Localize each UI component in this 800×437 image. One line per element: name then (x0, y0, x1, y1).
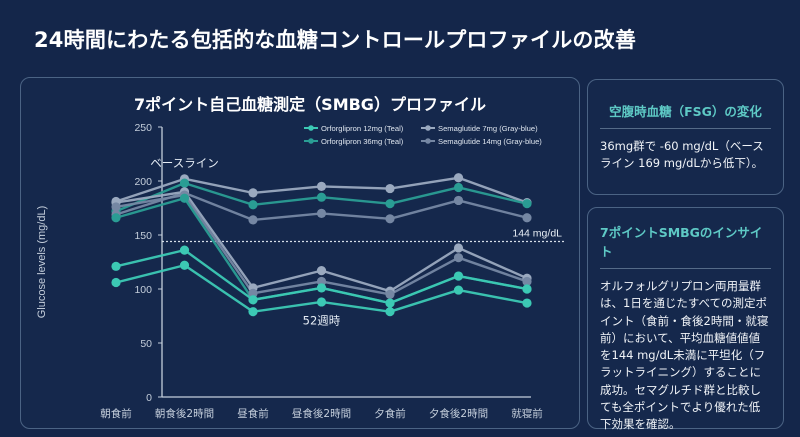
fsg-card-title: 空腹時血糖（FSG）の変化 (600, 80, 771, 129)
data-point (179, 260, 190, 270)
legend-swatch-marker (425, 138, 431, 144)
fsg-change-card: 空腹時血糖（FSG）の変化 36mg群で -60 mg/dL（ベースライン 16… (587, 79, 784, 195)
insight-card-title: 7ポイントSMBGのインサイト (600, 208, 771, 269)
smbg-chart-card: 7ポイント自己血糖測定（SMBG）プロファイル 0 50 100 150 200 250 G… (20, 77, 580, 429)
page-title: 24時間にわたる包括的な血糖コントロールプロファイルの改善 (34, 28, 637, 52)
data-point (248, 307, 258, 317)
data-point (248, 188, 258, 198)
data-point (385, 307, 395, 317)
legend-label: Orforglipron 36mg (Teal) (321, 137, 404, 146)
series-points (111, 173, 532, 317)
chart-annotation: 52週時 (303, 314, 341, 328)
y-tick-label: 150 (134, 230, 152, 242)
data-point (316, 276, 327, 287)
legend-label: Orforglipron 12mg (Teal) (321, 124, 404, 133)
data-point (316, 297, 327, 307)
chart-annotation: ベースライン (150, 156, 218, 170)
data-point (522, 213, 532, 223)
data-point (179, 193, 190, 203)
x-tick-label: 朝食後2時間 (155, 407, 214, 420)
data-point (111, 202, 121, 212)
chart-title: 7ポイント自己血糖測定（SMBG）プロファイル (134, 95, 486, 114)
x-tick-label: 就寝前 (511, 407, 543, 420)
y-axis-title: Glucose levels (mg/dL) (36, 206, 48, 319)
y-tick-label: 250 (134, 122, 152, 134)
x-tick-label: 昼食前 (237, 407, 269, 420)
data-point (522, 284, 532, 294)
data-point (453, 195, 464, 206)
data-point (385, 214, 395, 224)
legend-label: Semaglutide 14mg (Gray-blue) (438, 137, 542, 146)
data-point (453, 173, 464, 183)
data-point (453, 243, 464, 253)
data-point (316, 192, 327, 202)
y-tick-label: 50 (140, 338, 152, 350)
data-point (385, 289, 395, 299)
data-point (316, 283, 327, 293)
data-point (522, 276, 532, 287)
data-point (179, 245, 190, 255)
reference-line-group: 144 mg/dL (162, 227, 566, 243)
data-point (179, 178, 190, 188)
data-point (385, 183, 395, 194)
reference-line-label: 144 mg/dL (512, 227, 562, 239)
x-tick-label: 朝食前 (100, 407, 132, 420)
fsg-card-text: 36mg群で -60 mg/dL（ベースライン 169 mg/dLから低下）。 (600, 139, 764, 170)
x-tick-label: 夕食後2時間 (429, 407, 488, 420)
data-point (248, 288, 258, 298)
data-point (316, 266, 327, 276)
smbg-line-chart: 0 50 100 150 200 250 Glucose levels (mg/dL) 朝食前… (36, 122, 566, 420)
y-tick-label: 0 (146, 392, 152, 404)
legend-swatch-marker (308, 125, 314, 131)
data-point (111, 277, 121, 288)
series-line (115, 248, 528, 305)
insight-card-text: オルフォルグリプロン両用量群は、1日を通じたすべての測定ポイント（食前・食後2時… (600, 279, 769, 432)
legend-swatch-marker (425, 125, 431, 131)
data-point (111, 213, 121, 223)
data-point (385, 298, 395, 308)
data-point (385, 199, 395, 209)
data-point (316, 208, 327, 218)
y-tick-label: 200 (134, 176, 152, 188)
data-point (316, 181, 327, 191)
y-tick-label: 100 (134, 284, 152, 296)
data-point (453, 253, 464, 263)
data-point (522, 298, 532, 308)
x-tick-label: 夕食前 (374, 407, 406, 420)
data-point (453, 182, 464, 193)
x-tick-label: 昼食後2時間 (292, 407, 351, 420)
data-point (453, 271, 464, 281)
data-point (111, 261, 121, 271)
data-point (248, 200, 258, 210)
smbg-insight-card: 7ポイントSMBGのインサイト オルフォルグリプロン両用量群は、1日を通じたすべ… (587, 207, 784, 431)
chart-annotations: ベースライン 52週時 (150, 156, 341, 328)
data-point (522, 199, 532, 209)
data-point (453, 285, 464, 295)
chart-legend: Orforglipron 12mg (Teal) Orforglipron 36m… (304, 124, 542, 146)
chart-axes: 0 50 100 150 200 250 Glucose levels (mg/dL) 朝食前… (36, 122, 543, 420)
legend-swatch-marker (308, 138, 314, 144)
data-point (248, 215, 258, 225)
data-point (248, 295, 258, 305)
legend-label: Semaglutide 7mg (Gray-blue) (438, 124, 538, 133)
